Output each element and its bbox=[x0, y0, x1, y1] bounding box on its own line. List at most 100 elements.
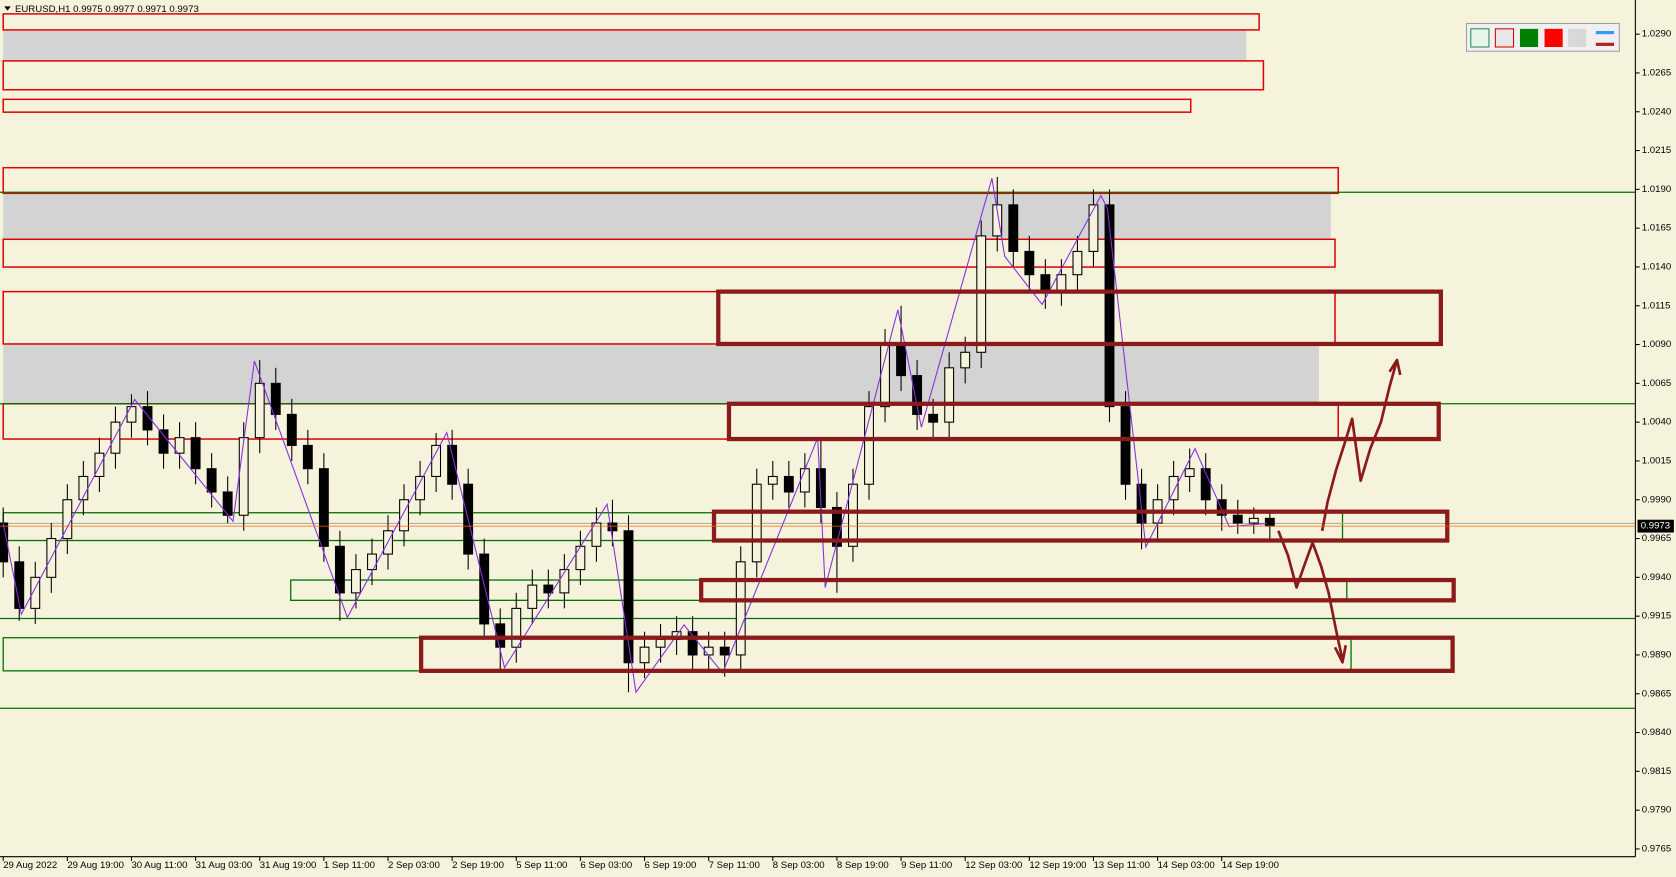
candle-body bbox=[655, 638, 666, 648]
tool-icon[interactable] bbox=[1470, 28, 1490, 48]
candle-body bbox=[367, 553, 377, 571]
candle-body bbox=[767, 475, 778, 485]
candle-body bbox=[799, 468, 810, 493]
x-tick-label: 14 Sep 03:00 bbox=[1158, 860, 1215, 871]
zone bbox=[2, 98, 1192, 113]
x-tick-label: 12 Sep 19:00 bbox=[1029, 860, 1086, 871]
zone-fill bbox=[3, 29, 1247, 61]
menu-triangle[interactable] bbox=[4, 6, 11, 11]
candle-body bbox=[399, 499, 409, 532]
candle-body bbox=[158, 429, 169, 454]
candle-body bbox=[0, 522, 9, 563]
candle-body bbox=[1056, 274, 1067, 291]
x-tick-label: 7 Sep 11:00 bbox=[709, 860, 760, 871]
candle-body bbox=[1168, 475, 1179, 501]
candle-body bbox=[1088, 204, 1099, 252]
candle-body bbox=[254, 382, 265, 439]
candle-body bbox=[848, 483, 858, 547]
y-tick-label: 1.0140 bbox=[1642, 261, 1671, 272]
tool-icon[interactable] bbox=[1544, 28, 1563, 48]
y-tick-label: 0.9940 bbox=[1642, 572, 1671, 583]
candle-body bbox=[1264, 517, 1275, 527]
forecast-arrow bbox=[1277, 530, 1344, 661]
candle-body bbox=[591, 522, 602, 547]
x-tick-label: 8 Sep 19:00 bbox=[837, 860, 889, 871]
candle-body bbox=[880, 344, 890, 408]
candle-body bbox=[719, 646, 730, 656]
y-tick-label: 1.0115 bbox=[1642, 300, 1671, 311]
y-tick-label: 1.0090 bbox=[1642, 339, 1671, 350]
candle-body bbox=[960, 351, 971, 369]
y-tick-label: 0.9915 bbox=[1642, 611, 1671, 622]
zone bbox=[2, 166, 1339, 195]
y-tick-label: 1.0015 bbox=[1642, 455, 1671, 466]
y-tick-label: 1.0065 bbox=[1642, 378, 1671, 389]
y-tick-label: 0.9815 bbox=[1642, 766, 1671, 777]
y-tick-label: 1.0190 bbox=[1642, 184, 1671, 195]
candle-body bbox=[1120, 406, 1131, 485]
candle-body bbox=[447, 444, 458, 485]
candle-body bbox=[142, 406, 153, 431]
x-tick-label: 5 Sep 11:00 bbox=[516, 860, 567, 871]
tool-icon[interactable] bbox=[1519, 28, 1539, 48]
toolbar-box bbox=[1465, 22, 1620, 52]
chart-header: EURUSD,H1 0.9975 0.9977 0.9971 0.9973 bbox=[15, 4, 199, 15]
candle-body bbox=[1232, 514, 1243, 524]
zone bbox=[2, 238, 1336, 268]
candle-body bbox=[110, 421, 121, 454]
tool-icon[interactable] bbox=[1494, 28, 1515, 48]
candle-body bbox=[94, 452, 105, 477]
candle-body bbox=[912, 375, 923, 415]
x-tick-label: 29 Aug 2022 bbox=[3, 860, 57, 871]
tool-icon[interactable] bbox=[1595, 42, 1615, 46]
candle-body bbox=[1072, 250, 1083, 276]
candle-body bbox=[30, 576, 41, 609]
candle-body bbox=[1008, 204, 1019, 252]
candle-body bbox=[607, 522, 618, 532]
tool-icon[interactable] bbox=[1568, 28, 1587, 48]
candle-body bbox=[238, 437, 249, 516]
x-tick-label: 6 Sep 03:00 bbox=[580, 860, 632, 871]
current-price-label: 0.9973 bbox=[1641, 521, 1670, 532]
x-tick-label: 1 Sep 11:00 bbox=[324, 860, 375, 871]
x-tick-label: 30 Aug 11:00 bbox=[131, 860, 187, 871]
candle-body bbox=[190, 437, 201, 470]
candle-body bbox=[944, 367, 955, 423]
candle-body bbox=[415, 475, 426, 501]
x-tick-label: 29 Aug 19:00 bbox=[67, 860, 124, 871]
y-tick-label: 1.0290 bbox=[1642, 29, 1671, 40]
candle-body bbox=[14, 561, 25, 609]
candle-body bbox=[126, 406, 137, 423]
candle-body bbox=[334, 545, 345, 594]
candle-body bbox=[222, 491, 233, 516]
x-tick-label: 13 Sep 11:00 bbox=[1093, 860, 1149, 871]
y-tick-label: 0.9840 bbox=[1642, 727, 1671, 738]
y-tick-label: 1.0215 bbox=[1642, 145, 1671, 156]
candle-body bbox=[1104, 204, 1115, 408]
y-tick-label: 0.9965 bbox=[1642, 533, 1671, 544]
y-tick-label: 0.9990 bbox=[1642, 494, 1671, 505]
zone bbox=[2, 13, 1260, 31]
candle-body bbox=[751, 483, 762, 563]
x-tick-label: 8 Sep 03:00 bbox=[773, 860, 825, 871]
candle-body bbox=[1184, 468, 1195, 477]
candle-body bbox=[1136, 483, 1147, 524]
candle-body bbox=[479, 553, 490, 625]
zone bbox=[2, 290, 1336, 345]
x-tick-label: 9 Sep 11:00 bbox=[901, 860, 952, 871]
key-zone bbox=[699, 577, 1456, 603]
x-tick-label: 2 Sep 19:00 bbox=[452, 860, 504, 871]
y-tick-label: 0.9790 bbox=[1642, 805, 1671, 816]
candle-body bbox=[783, 475, 794, 493]
x-tick-label: 12 Sep 03:00 bbox=[965, 860, 1022, 871]
candle-body bbox=[431, 444, 442, 477]
zone-fill bbox=[3, 193, 1331, 240]
y-tick-label: 1.0165 bbox=[1642, 223, 1671, 234]
y-tick-label: 1.0240 bbox=[1642, 106, 1671, 117]
candle-body bbox=[1216, 499, 1227, 516]
x-tick-label: 31 Aug 19:00 bbox=[260, 860, 317, 871]
tool-icon[interactable] bbox=[1595, 30, 1615, 35]
candle-body bbox=[527, 584, 538, 609]
candle-body bbox=[286, 413, 297, 446]
